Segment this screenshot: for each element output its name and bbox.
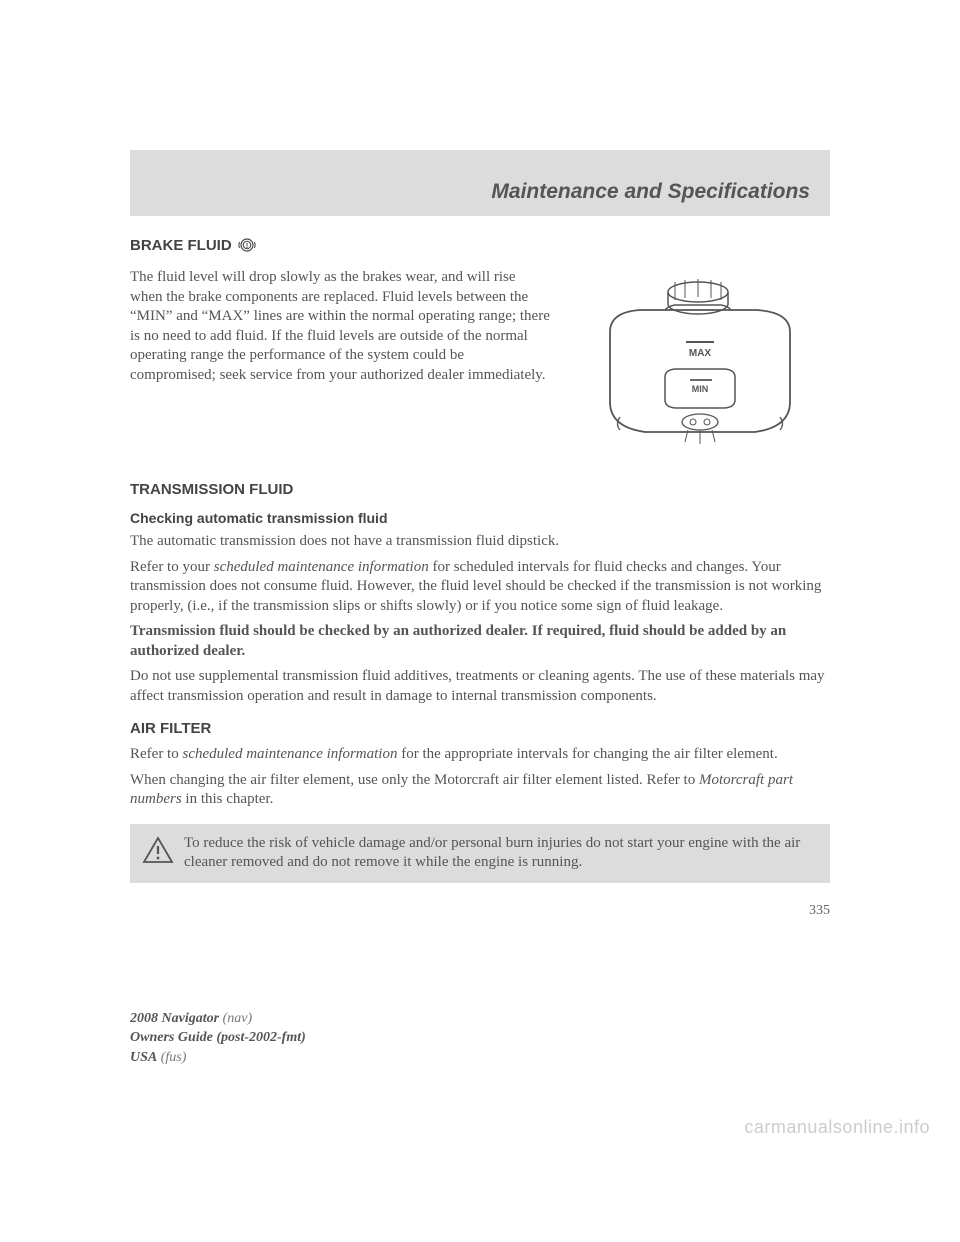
warning-box: To reduce the risk of vehicle damage and… xyxy=(130,824,830,883)
air-filter-p2-post: in this chapter. xyxy=(182,791,274,807)
min-label: MIN xyxy=(692,384,709,394)
air-filter-heading: AIR FILTER xyxy=(130,720,830,737)
transmission-p4: Do not use supplemental transmission flu… xyxy=(130,667,830,706)
transmission-heading: TRANSMISSION FLUID xyxy=(130,481,830,498)
air-filter-p1-post: for the appropriate intervals for changi… xyxy=(397,746,777,762)
warning-icon xyxy=(142,836,174,864)
brake-fluid-heading: BRAKE FLUID ! xyxy=(130,236,830,254)
brake-icon: ! xyxy=(238,236,256,254)
air-filter-p1-italic: scheduled maintenance information xyxy=(182,746,397,762)
chapter-title: Maintenance and Specifications xyxy=(491,180,810,203)
header-bar: Maintenance and Specifications xyxy=(130,150,830,216)
transmission-p3: Transmission fluid should be checked by … xyxy=(130,622,830,661)
footer-guide: Owners Guide (post-2002-fmt) xyxy=(130,1030,306,1045)
air-filter-p2: When changing the air filter element, us… xyxy=(130,771,830,810)
transmission-p3-bold: Transmission fluid should be checked by … xyxy=(130,623,786,659)
svg-text:!: ! xyxy=(245,241,248,250)
footer-region-sub: (fus) xyxy=(161,1050,187,1065)
transmission-p2: Refer to your scheduled maintenance info… xyxy=(130,558,830,617)
footer-region: USA xyxy=(130,1050,157,1065)
max-label: MAX xyxy=(689,348,712,359)
air-filter-p1: Refer to scheduled maintenance informati… xyxy=(130,745,830,765)
warning-text: To reduce the risk of vehicle damage and… xyxy=(184,834,818,873)
air-filter-p2-pre: When changing the air filter element, us… xyxy=(130,772,699,788)
transmission-sub-heading: Checking automatic transmission fluid xyxy=(130,510,830,526)
air-filter-p1-pre: Refer to xyxy=(130,746,182,762)
page-number: 335 xyxy=(130,903,830,919)
brake-fluid-section: The fluid level will drop slowly as the … xyxy=(130,262,830,467)
watermark: carmanualsonline.info xyxy=(0,1087,960,1148)
footer: 2008 Navigator (nav) Owners Guide (post-… xyxy=(0,959,960,1088)
transmission-p2-italic: scheduled maintenance information xyxy=(214,559,429,575)
reservoir-diagram: MAX MIN xyxy=(570,262,830,462)
transmission-p2-pre: Refer to your xyxy=(130,559,214,575)
footer-model-sub: (nav) xyxy=(223,1011,253,1026)
footer-model: 2008 Navigator xyxy=(130,1011,219,1026)
transmission-p1: The automatic transmission does not have… xyxy=(130,532,830,552)
brake-fluid-text: The fluid level will drop slowly as the … xyxy=(130,268,550,385)
brake-fluid-heading-text: BRAKE FLUID xyxy=(130,237,232,254)
